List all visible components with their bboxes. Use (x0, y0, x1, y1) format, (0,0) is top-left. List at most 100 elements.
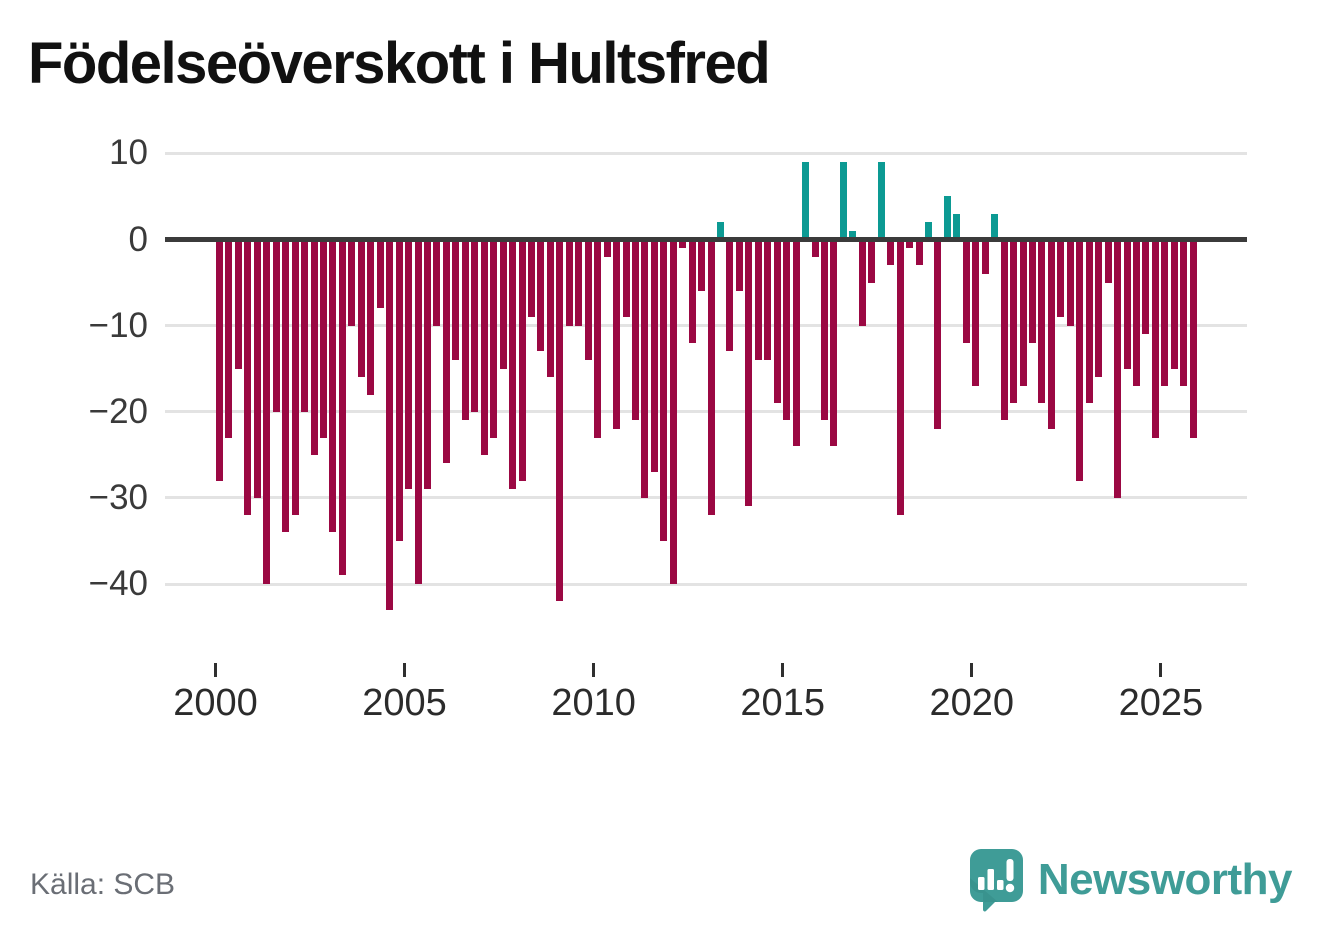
bar-2011Q3 (650, 239, 658, 473)
bar-2021Q3 (1029, 239, 1036, 343)
bar-2002Q1 (291, 239, 299, 516)
source-note: Källa: SCB (30, 868, 176, 901)
bar-2018Q4 (925, 222, 932, 240)
bar-2010Q3 (613, 239, 621, 429)
bar-2014Q4 (773, 239, 781, 404)
bar-2021Q2 (1019, 239, 1027, 386)
bar-2014Q1 (745, 239, 753, 507)
bar-2004Q1 (367, 239, 375, 395)
bar-2009Q2 (565, 239, 573, 326)
x-tick-2010 (592, 663, 596, 677)
bar-2019Q4 (962, 239, 970, 343)
x-tick-label-2020: 2020 (929, 682, 1015, 724)
y-tick-label--20: −20 (88, 391, 148, 431)
bar-2020Q3 (991, 213, 999, 240)
x-tick-label-2000: 2000 (173, 682, 258, 724)
bar-2014Q3 (764, 239, 772, 361)
bar-2000Q3 (234, 239, 242, 369)
bar-2011Q1 (631, 239, 639, 421)
bar-2003Q4 (357, 239, 365, 378)
bar-2015Q4 (811, 239, 819, 257)
bar-2000Q2 (225, 239, 233, 438)
bar-2010Q1 (594, 239, 602, 438)
x-tick-2000 (214, 663, 217, 677)
y-tick-label--30: −30 (88, 477, 148, 517)
gridline--10 (165, 324, 1247, 328)
bar-2009Q1 (556, 239, 564, 602)
plot-area (165, 140, 1247, 652)
bar-2018Q3 (915, 239, 923, 266)
bar-2006Q3 (461, 239, 469, 421)
bar-2013Q2 (717, 222, 725, 240)
bar-2013Q1 (707, 239, 715, 516)
bar-2022Q1 (1047, 239, 1055, 429)
bar-2023Q2 (1095, 239, 1103, 378)
bar-2008Q4 (546, 239, 554, 378)
bar-2010Q4 (622, 239, 630, 317)
bar-2020Q4 (1000, 239, 1008, 421)
bar-2004Q3 (386, 239, 394, 610)
gridline--30 (165, 496, 1247, 500)
bar-2012Q2 (679, 239, 687, 249)
bar-2024Q4 (1151, 239, 1159, 438)
bar-2001Q1 (253, 239, 261, 498)
bar-2016Q4 (849, 230, 857, 240)
bar-2014Q2 (754, 239, 762, 361)
bar-2000Q4 (244, 239, 252, 516)
bar-2001Q2 (263, 239, 271, 584)
bar-2000Q1 (216, 239, 223, 481)
x-tick-label-2025: 2025 (1118, 682, 1204, 724)
bar-2008Q2 (527, 239, 535, 317)
bar-2015Q1 (783, 239, 791, 421)
bar-2017Q1 (858, 239, 866, 326)
bar-2006Q2 (452, 239, 460, 361)
bar-2008Q3 (537, 239, 545, 352)
brand-footer: Newsworthy (968, 845, 1293, 915)
bar-2007Q2 (490, 239, 498, 438)
gridline--20 (165, 410, 1247, 414)
gridline-10 (165, 151, 1247, 155)
bar-2017Q2 (868, 239, 876, 283)
bar-2012Q1 (669, 239, 677, 584)
bar-2019Q1 (934, 239, 942, 429)
bar-2007Q4 (509, 239, 517, 490)
x-tick-2025 (1159, 663, 1163, 677)
bar-2025Q2 (1170, 239, 1178, 369)
bar-2016Q1 (821, 239, 829, 421)
bar-2002Q4 (319, 239, 327, 438)
bar-2025Q1 (1161, 239, 1169, 386)
bar-2005Q1 (405, 239, 413, 490)
gridline--40 (165, 582, 1247, 586)
bar-2005Q4 (433, 239, 441, 326)
bar-2017Q4 (887, 239, 895, 266)
y-tick-label--10: −10 (88, 305, 148, 345)
bar-2021Q4 (1038, 239, 1046, 404)
bar-2019Q2 (943, 196, 951, 240)
y-tick-label-0: 0 (128, 219, 148, 259)
bar-2005Q2 (414, 239, 422, 584)
bar-2015Q2 (792, 239, 800, 447)
bar-2016Q2 (830, 239, 838, 447)
chart-title: Födelseöverskott i Hultsfred (28, 31, 771, 96)
bar-2018Q2 (906, 239, 914, 249)
bar-2023Q3 (1104, 239, 1112, 283)
bar-2024Q3 (1142, 239, 1150, 335)
x-tick-2015 (781, 663, 785, 677)
bar-2010Q2 (603, 239, 611, 257)
zero-axis-line (165, 237, 1247, 242)
bar-2011Q2 (641, 239, 649, 498)
bar-2012Q4 (698, 239, 706, 292)
bar-2024Q2 (1132, 239, 1140, 386)
bar-2017Q3 (877, 161, 885, 240)
bar-2006Q1 (442, 239, 450, 464)
bar-2018Q1 (896, 239, 904, 516)
bar-2022Q3 (1066, 239, 1074, 326)
bar-2002Q3 (310, 239, 318, 455)
bar-2009Q3 (575, 239, 583, 326)
bar-2022Q4 (1076, 239, 1084, 481)
bar-2007Q3 (499, 239, 507, 369)
bar-2008Q1 (518, 239, 526, 481)
bar-2021Q1 (1010, 239, 1018, 404)
bar-2023Q1 (1085, 239, 1093, 404)
